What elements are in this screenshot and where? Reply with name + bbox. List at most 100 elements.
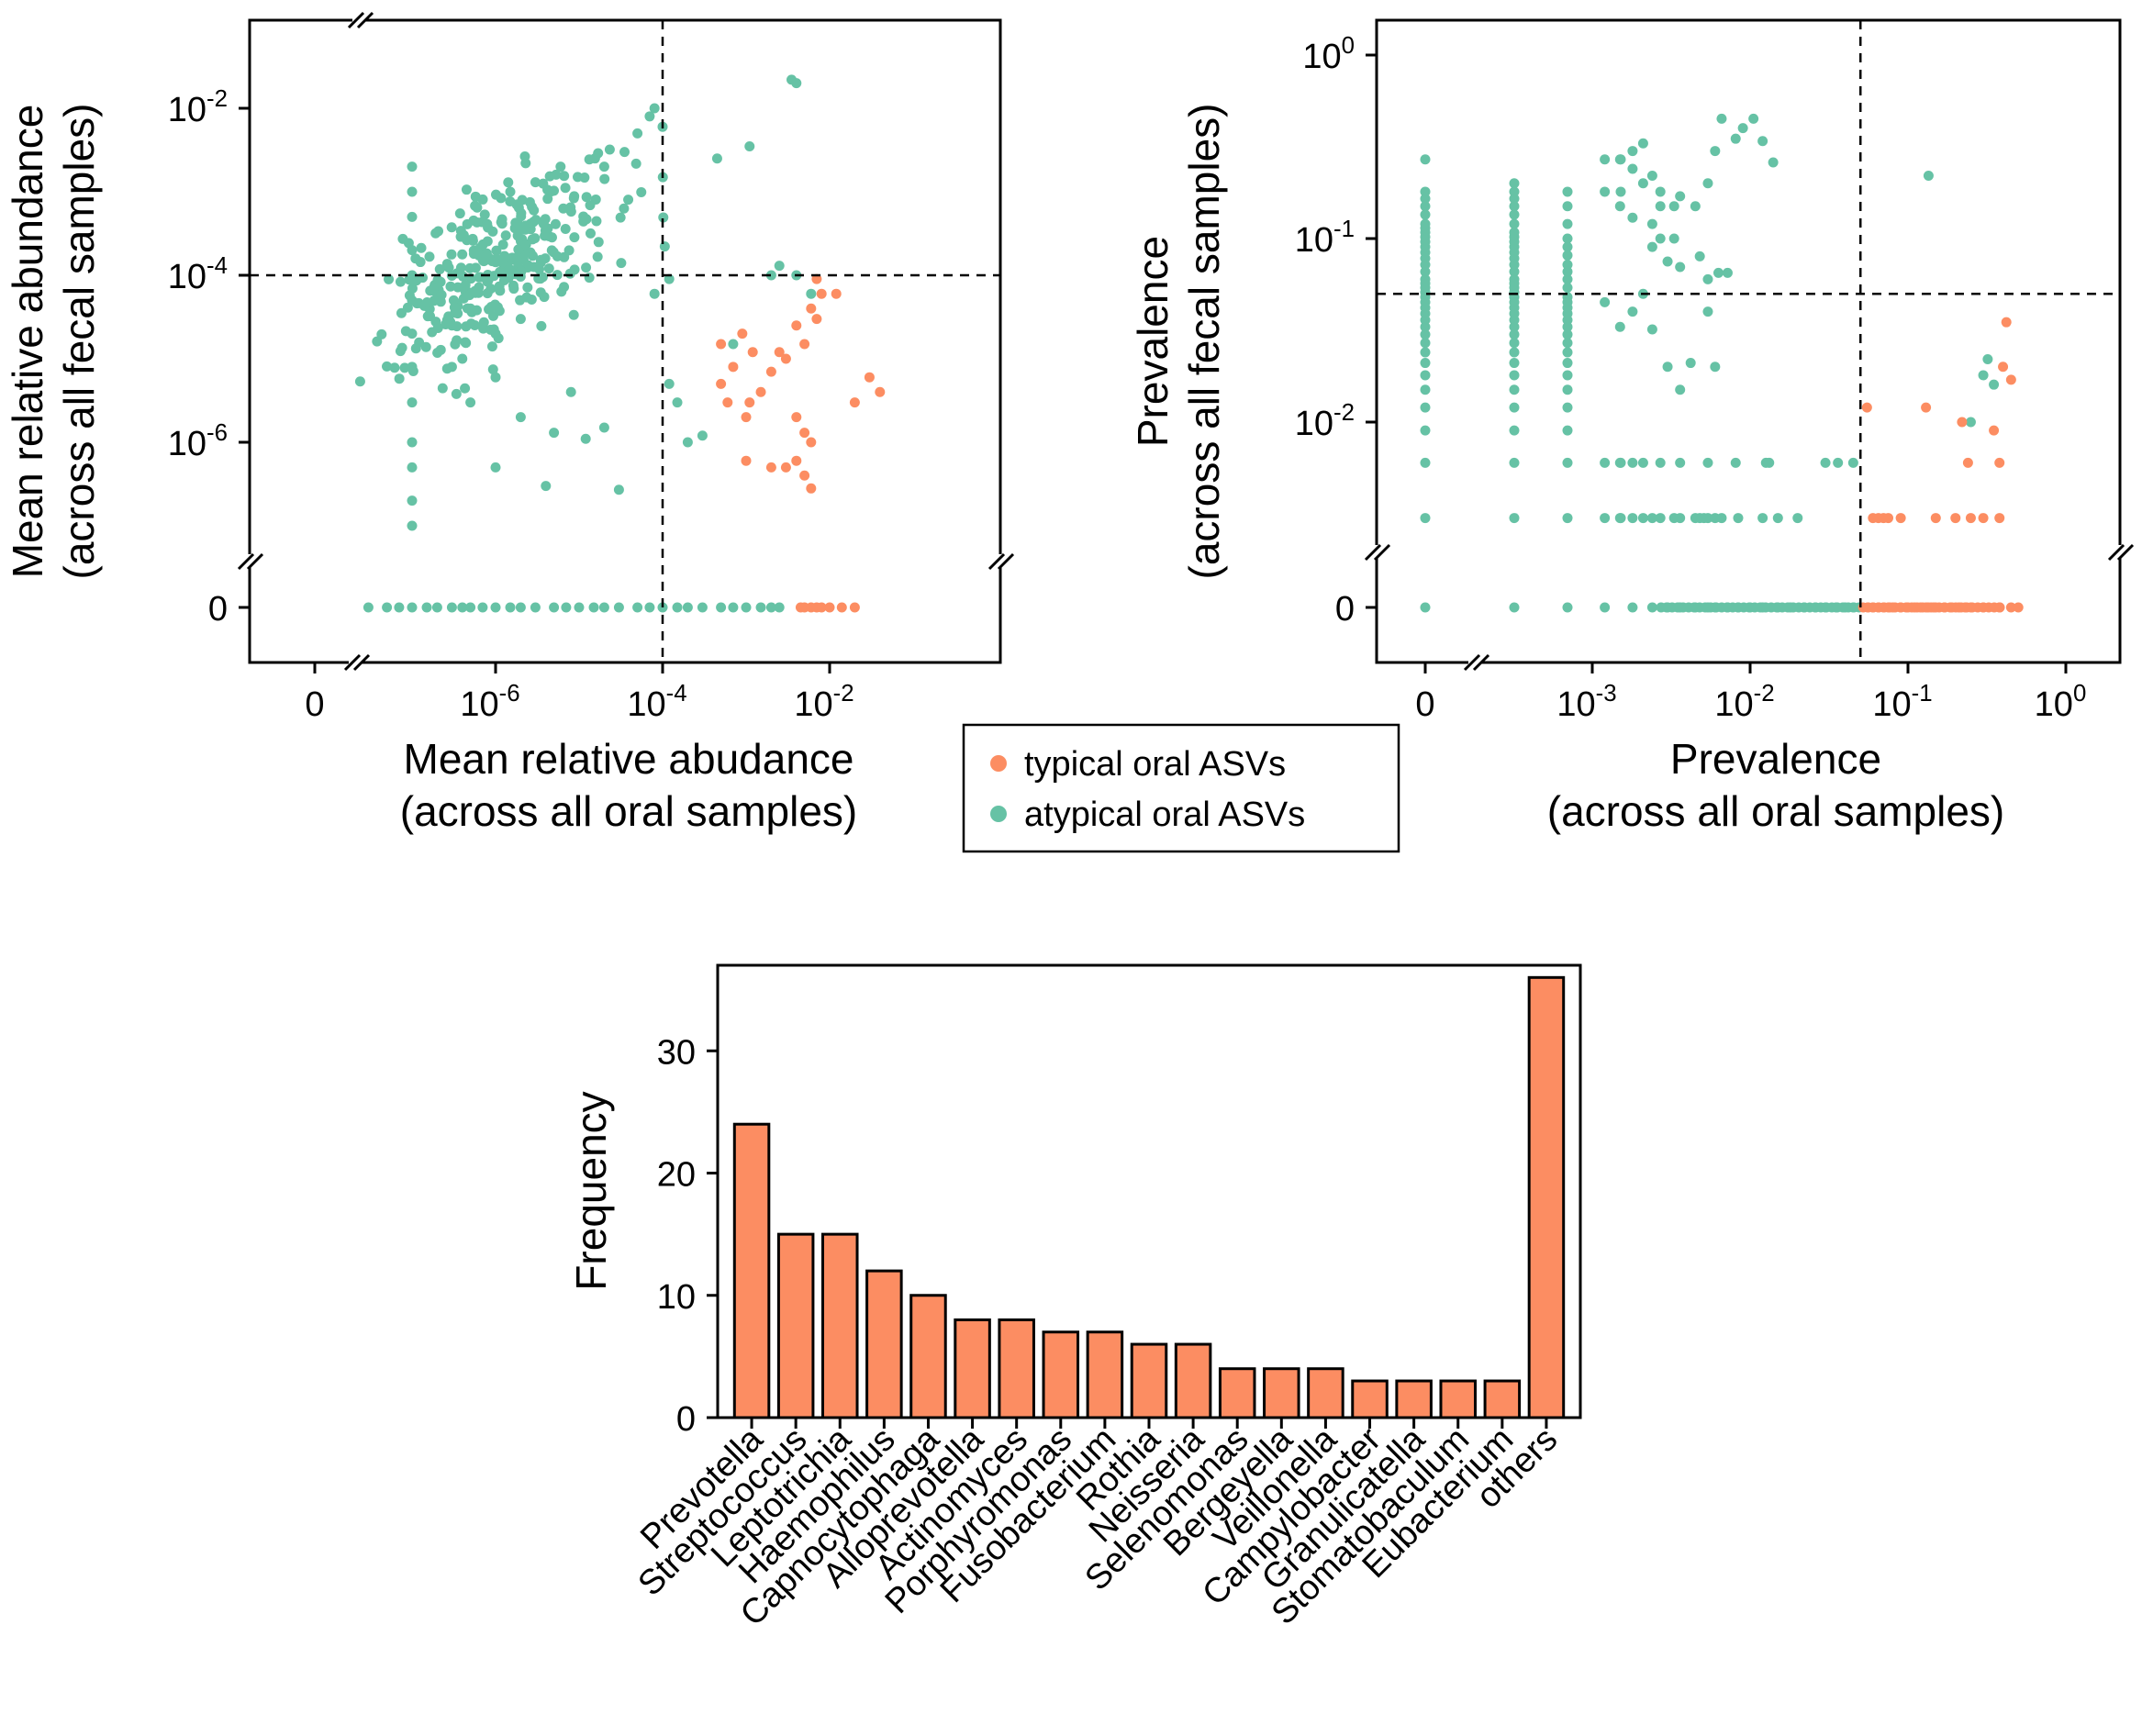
atypical-point <box>1694 250 1705 262</box>
atypical-point <box>565 386 576 397</box>
atypical-point <box>1509 370 1520 381</box>
atypical-point <box>1675 262 1686 273</box>
atypical-point <box>493 333 504 344</box>
atypical-point <box>1420 457 1431 468</box>
atypical-point <box>559 282 570 293</box>
x-tick-label: 10-1 <box>1872 681 1932 724</box>
typical-point <box>806 437 817 448</box>
atypical-point <box>1702 513 1713 524</box>
points <box>354 74 886 613</box>
x-break-top-a <box>347 11 365 29</box>
atypical-point <box>515 295 526 306</box>
x-break-a <box>1463 653 1481 672</box>
atypical-point <box>519 151 530 162</box>
x-tick-label: 10-2 <box>1714 681 1774 724</box>
typical-point <box>1930 513 1941 524</box>
bar <box>1439 1379 1477 1419</box>
atypical-point <box>599 173 610 184</box>
atypical-point <box>464 262 475 273</box>
bar <box>1527 975 1566 1419</box>
atypical-point <box>496 218 508 229</box>
y-break-right-a <box>987 552 1006 571</box>
atypical-point <box>496 257 508 268</box>
y-tick-label: 30 <box>657 1033 696 1072</box>
typical-point <box>799 339 810 350</box>
atypical-point <box>1614 201 1625 212</box>
atypical-point <box>552 270 563 281</box>
atypical-point <box>505 265 516 276</box>
atypical-point <box>1600 186 1611 197</box>
typical-point <box>2005 602 2016 613</box>
y-break-gap-right <box>997 554 1004 567</box>
atypical-point <box>543 263 554 274</box>
typical-point <box>1895 513 1906 524</box>
atypical-point <box>1509 209 1520 220</box>
atypical-point <box>550 218 561 229</box>
plot-frame <box>1375 18 2122 664</box>
atypical-point <box>1420 602 1431 613</box>
x-axis-subtitle: (across all oral samples) <box>400 787 857 835</box>
atypical-point <box>538 178 549 189</box>
atypical-point <box>389 362 400 373</box>
typical-point <box>737 328 748 339</box>
atypical-point <box>1600 154 1611 165</box>
typical-point <box>816 288 827 299</box>
atypical-point <box>1655 513 1666 524</box>
atypical-point <box>1509 347 1520 358</box>
atypical-point <box>1820 457 1831 468</box>
typical-point <box>716 378 727 389</box>
atypical-point <box>534 263 545 274</box>
bar <box>865 1269 903 1419</box>
atypical-point <box>649 103 660 114</box>
atypical-point <box>1702 306 1713 317</box>
atypical-point <box>407 283 418 294</box>
typical-point <box>791 455 802 466</box>
atypical-point <box>1420 266 1431 277</box>
atypical-point <box>494 284 505 295</box>
atypical-point <box>542 194 553 205</box>
atypical-point <box>472 202 483 213</box>
legend-box <box>962 723 1400 853</box>
atypical-point <box>441 315 452 326</box>
y-break-gap <box>1373 545 1380 558</box>
atypical-point <box>505 186 516 197</box>
atypical-point <box>755 602 766 613</box>
y-break-right-b <box>2116 543 2135 562</box>
atypical-point <box>1848 602 1859 613</box>
typical-point <box>755 386 766 397</box>
typical-point <box>722 397 733 408</box>
atypical-point <box>1637 178 1648 189</box>
atypical-point <box>460 383 471 394</box>
atypical-point <box>490 602 501 613</box>
bar <box>821 1232 859 1419</box>
y-break-right-b <box>997 552 1015 571</box>
atypical-point <box>1562 338 1573 349</box>
y-tick-label: 100 <box>1302 33 1355 76</box>
typical-point <box>849 397 860 408</box>
atypical-point <box>477 194 488 205</box>
atypical-point <box>1420 329 1431 340</box>
y-axis-subtitle: (across all fecal samples) <box>1180 104 1228 580</box>
atypical-point <box>1716 113 1727 124</box>
atypical-point <box>514 225 525 236</box>
x-tick-label-base: 10 <box>627 685 665 724</box>
atypical-point <box>473 287 484 298</box>
x-axis-title: Mean relative abudance <box>404 735 854 783</box>
atypical-point <box>806 288 817 299</box>
atypical-point <box>549 428 560 439</box>
atypical-point <box>630 158 641 169</box>
x-tick-label-exp: -1 <box>1912 681 1933 707</box>
atypical-point <box>549 185 560 196</box>
typical-point <box>1895 602 1906 613</box>
atypical-point <box>465 318 476 329</box>
typical-point <box>741 455 752 466</box>
atypical-point <box>1614 457 1625 468</box>
typical-point <box>816 602 827 613</box>
typical-point <box>791 412 802 423</box>
atypical-point <box>441 363 452 374</box>
atypical-point <box>1675 191 1686 202</box>
x-axis-subtitle: (across all oral samples) <box>1547 787 2004 835</box>
atypical-point <box>415 257 426 268</box>
atypical-point <box>1420 425 1431 436</box>
y-tick-label-base: 10 <box>1295 221 1333 260</box>
